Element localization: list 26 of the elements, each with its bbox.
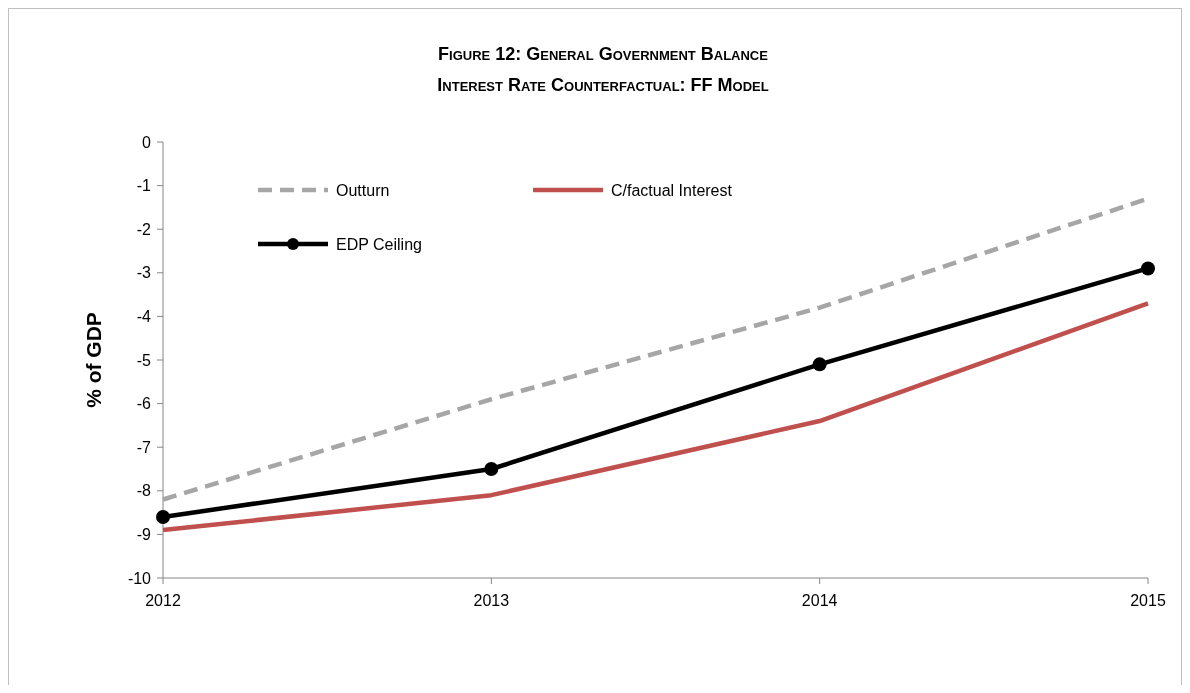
chart-subtitle: Interest Rate Counterfactual: FF Model: [437, 75, 769, 95]
y-tick-label: -8: [136, 482, 152, 500]
x-tick-label: 2014: [801, 592, 838, 609]
point: [484, 462, 499, 476]
legend-label: Outturn: [336, 181, 390, 199]
y-tick-label: -7: [136, 438, 152, 456]
y-tick-label: -9: [136, 526, 152, 543]
y-tick-label: -2: [136, 220, 152, 238]
legend-label: C/factual Interest: [611, 181, 733, 199]
y-tick-label: -6: [136, 395, 152, 413]
y-tick-label: -1: [136, 177, 152, 195]
legend-label: EDP Ceiling: [336, 235, 422, 253]
point: [156, 509, 170, 524]
y-tick-label: -10: [127, 569, 152, 587]
y-tick-label: -5: [136, 351, 152, 369]
chart-title: Figure 12: General Government Balance: [438, 44, 769, 64]
x-tick-label: 2012: [145, 592, 181, 609]
y-axis-title: % of GDP: [82, 312, 105, 408]
line-series: [160, 301, 1151, 533]
y-tick-label: -4: [136, 308, 152, 325]
x-tick-label: 2015: [1130, 592, 1166, 609]
point: [1141, 261, 1155, 276]
x-tick-label: 2013: [473, 592, 510, 609]
y-tick-label: 0: [142, 133, 152, 151]
y-tick-label: -3: [136, 264, 152, 282]
point: [812, 357, 827, 372]
